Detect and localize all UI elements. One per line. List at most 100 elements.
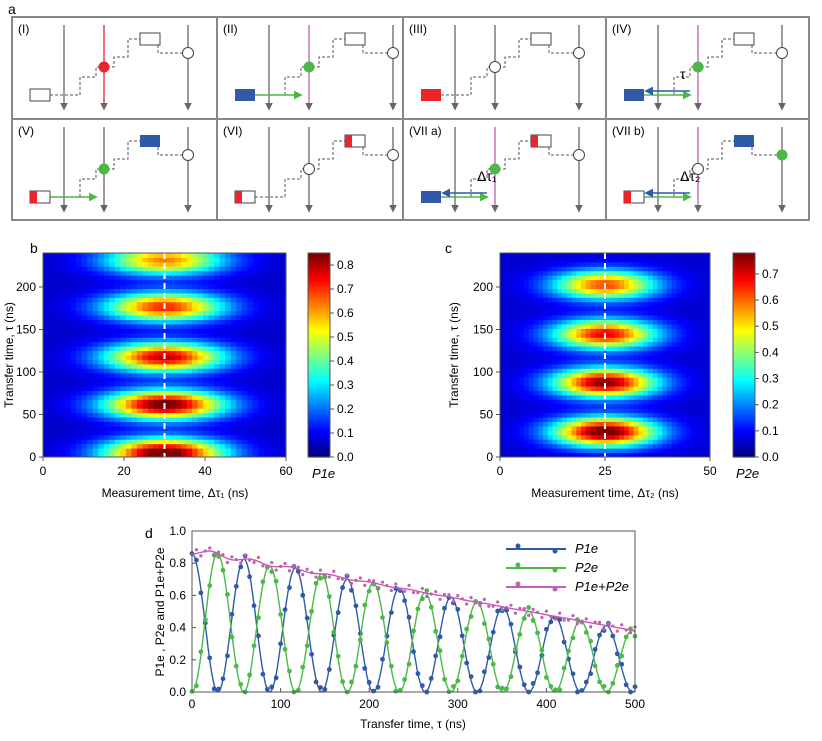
- heatmap-cell: [605, 261, 611, 267]
- heatmap-cell: [203, 301, 210, 307]
- heatmap-cell: [500, 346, 506, 352]
- heatmap-cell: [236, 448, 243, 454]
- heatmap-cell: [252, 386, 259, 391]
- heatmap-cell: [671, 372, 678, 378]
- heatmap-cell: [70, 417, 77, 423]
- heatmap-cell: [170, 328, 177, 334]
- heatmap-cell: [197, 439, 204, 445]
- heatmap-cell: [676, 297, 682, 303]
- heatmap-cell: [681, 372, 687, 378]
- colorbar-swatch: [733, 451, 755, 456]
- heatmap-cell: [48, 417, 55, 423]
- qubit-box-right: [733, 32, 755, 46]
- heatmap-cell: [681, 253, 687, 258]
- heatmap-cell: [514, 399, 520, 405]
- heatmap-cell: [114, 328, 121, 334]
- heatmap-cell: [514, 408, 520, 414]
- colorbar-swatch: [733, 309, 755, 313]
- data-point-P1e+P2e: [310, 571, 314, 575]
- heatmap-cell: [690, 346, 697, 352]
- heatmap-cell: [219, 425, 226, 431]
- heatmap-cell: [59, 403, 66, 409]
- heatmap-cell: [538, 368, 544, 374]
- heatmap-cell: [136, 292, 143, 298]
- heatmap-cell: [274, 355, 281, 360]
- heatmap-cell: [614, 315, 620, 321]
- heatmap-cell: [103, 253, 110, 258]
- heatmap-cell: [247, 279, 254, 285]
- heatmap-cell: [214, 284, 221, 289]
- heatmap-cell: [186, 390, 193, 396]
- heatmap-cell: [70, 368, 77, 374]
- schematic-label: (VI): [223, 124, 242, 138]
- heatmap-cell: [581, 359, 587, 365]
- heatmap-cell: [109, 323, 116, 329]
- heatmap-cell: [638, 319, 644, 325]
- heatmap-cell: [657, 394, 663, 400]
- heatmap-cell: [197, 266, 204, 272]
- data-point-P1e+P2e: [447, 593, 451, 597]
- heatmap-cell: [65, 377, 72, 383]
- heatmap-cell: [523, 341, 530, 347]
- heatmap-cell: [192, 452, 199, 458]
- heatmap-cell: [136, 421, 143, 427]
- heatmap-cell: [175, 332, 182, 338]
- heatmap-cell: [519, 452, 525, 458]
- heatmap-cell: [695, 439, 701, 445]
- heatmap-cell: [120, 301, 127, 307]
- heatmap-cell: [542, 253, 549, 258]
- heatmap-cell: [633, 315, 639, 321]
- heatmap-cell: [120, 284, 127, 289]
- heatmap-cell: [609, 394, 616, 400]
- colorbar-swatch: [733, 270, 755, 274]
- heatmap-cell: [153, 434, 160, 440]
- heatmap-cell: [686, 448, 692, 454]
- heatmap-cell: [571, 430, 577, 436]
- colorbar-b: 0.00.10.20.30.40.50.60.70.8: [307, 252, 354, 464]
- heatmap-cell: [230, 261, 237, 267]
- data-point-P1e+P2e: [407, 583, 411, 587]
- heatmap-cell: [43, 301, 50, 307]
- heatmap-cell: [566, 284, 573, 289]
- heatmap-cell: [662, 434, 668, 440]
- heatmap-cell: [54, 341, 61, 347]
- heatmap-cell: [652, 430, 658, 436]
- heatmap-cell: [624, 359, 630, 365]
- heatmap-cell: [43, 337, 50, 343]
- heatmap-cell: [614, 355, 620, 360]
- heatmap-cell: [609, 421, 616, 427]
- heatmap-cell: [214, 372, 221, 378]
- heatmap-cell: [247, 363, 254, 369]
- heatmap-cell: [500, 363, 506, 369]
- heatmap-cell: [700, 350, 706, 356]
- heatmap-cell: [43, 368, 50, 374]
- heatmap-cell: [247, 443, 254, 449]
- heatmap-cell: [509, 332, 515, 338]
- heatmap-cell: [70, 319, 77, 325]
- heatmap-cell: [158, 430, 165, 436]
- data-point-P1e: [269, 684, 275, 690]
- heatmap-cell: [70, 306, 77, 312]
- heatmap-cell: [652, 363, 658, 369]
- heatmap-cell: [528, 270, 534, 276]
- heatmap-cell: [214, 266, 221, 272]
- data-point-P1e: [273, 675, 279, 681]
- heatmap-cell: [609, 253, 616, 258]
- heatmap-cell: [225, 301, 232, 307]
- heatmap-cell: [98, 394, 105, 400]
- heatmap-cell: [638, 306, 644, 312]
- heatmap-cell: [647, 257, 654, 263]
- heatmap-cell: [181, 381, 188, 387]
- heatmap-cell: [514, 315, 520, 321]
- heatmap-cell: [197, 310, 204, 316]
- heatmap-cell: [643, 292, 649, 298]
- heatmap-cell: [252, 279, 259, 285]
- heatmap-cell: [164, 328, 171, 334]
- heatmap-cell: [48, 386, 55, 391]
- heatmap-cell: [258, 284, 265, 289]
- heatmap-cell: [576, 439, 582, 445]
- heatmap-cell: [519, 434, 525, 440]
- heatmap-cell: [109, 381, 116, 387]
- heatmap-cell: [695, 332, 701, 338]
- heatmap-cell: [652, 368, 658, 374]
